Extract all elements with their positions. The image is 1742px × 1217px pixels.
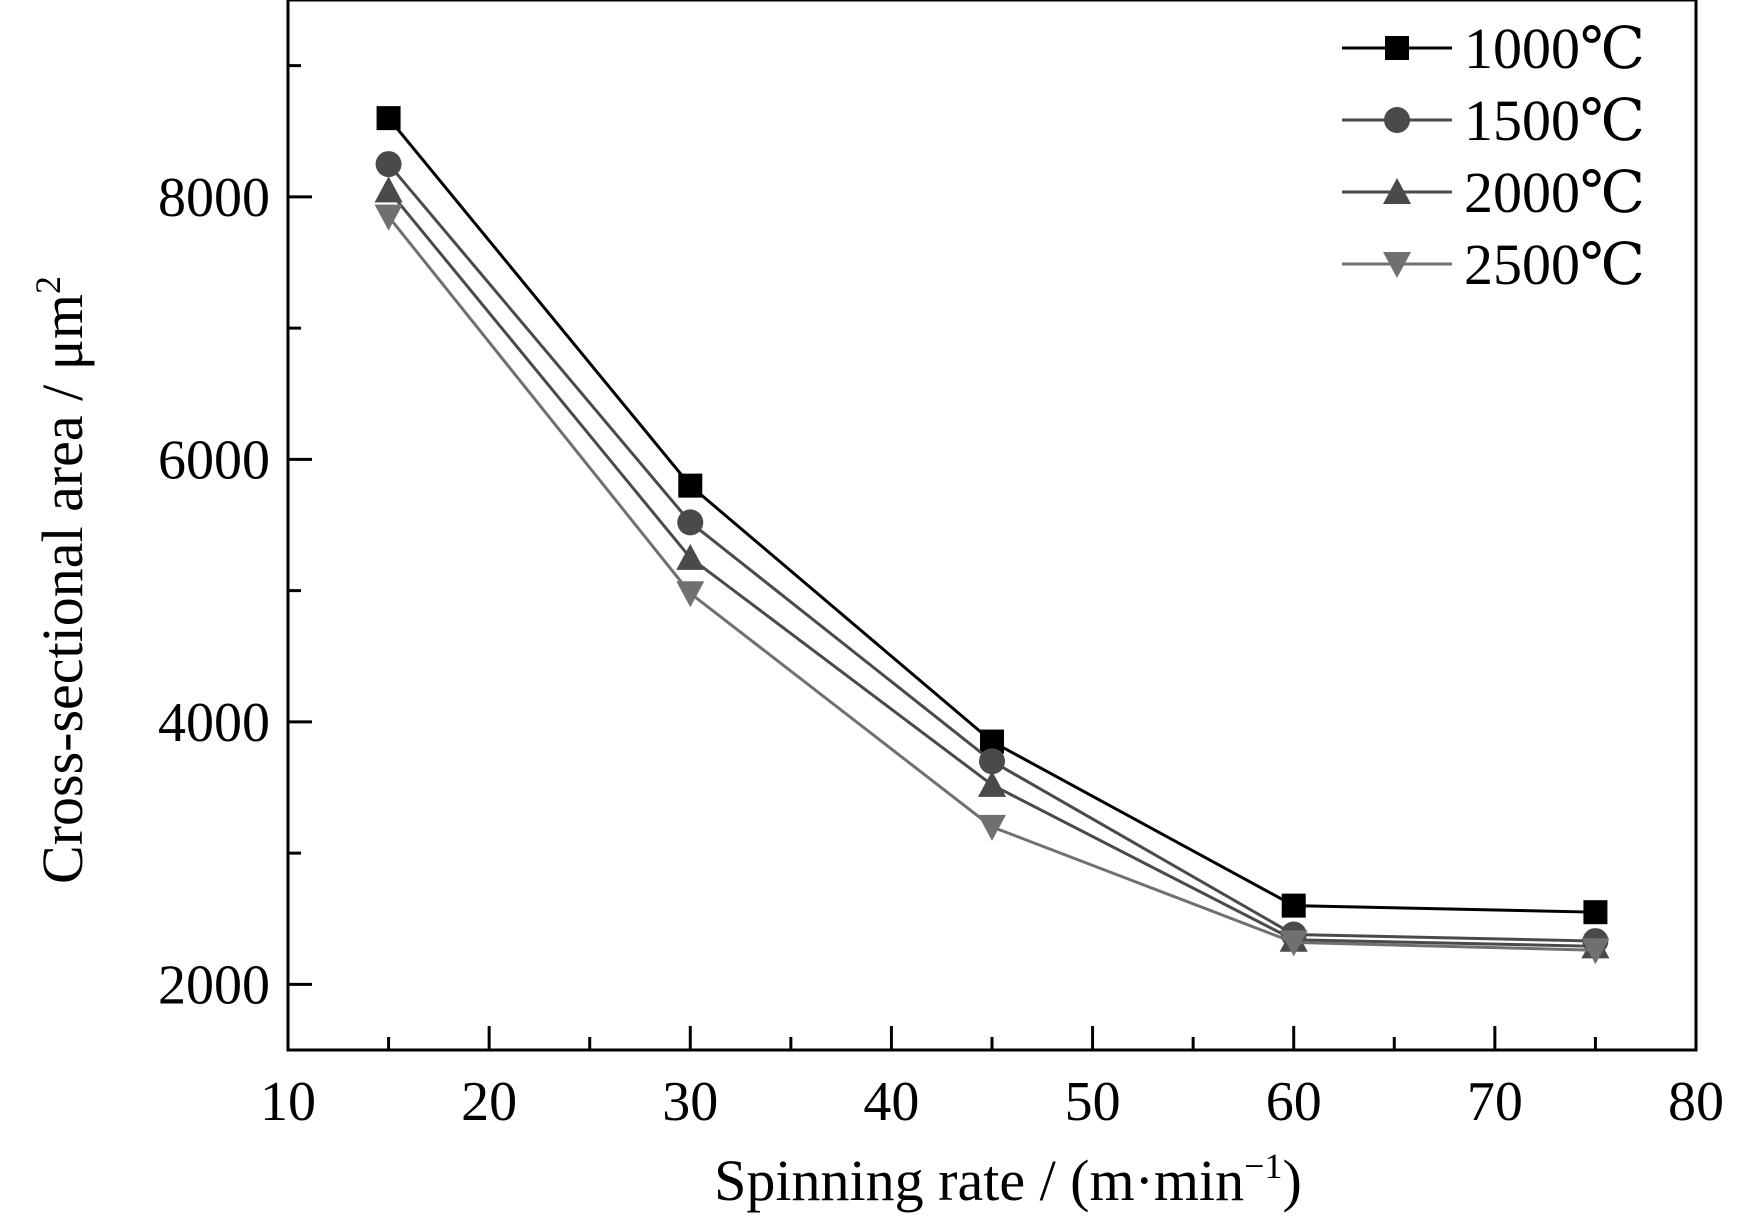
data-point	[1279, 930, 1308, 957]
x-axis-title-superscript: −1	[1244, 1146, 1282, 1186]
axis-ticks: 10 20 30 40 50 60 70 80 2000 4000 6000 8000	[158, 64, 1724, 1133]
x-tick-label: 20	[461, 1071, 517, 1133]
x-tick-label: 40	[863, 1071, 919, 1133]
x-tick-label: 60	[1266, 1071, 1322, 1133]
legend-marker	[1384, 107, 1410, 133]
legend-marker	[1383, 252, 1411, 278]
data-point	[374, 204, 403, 231]
data-point	[1583, 900, 1608, 925]
legend: 1000℃ 1500℃ 2000℃ 2500℃	[1342, 16, 1645, 297]
y-tick-label: 4000	[158, 692, 270, 754]
data-point	[678, 473, 703, 498]
legend-label: 2500℃	[1464, 232, 1645, 297]
y-tick-label: 2000	[158, 954, 270, 1016]
data-point	[1281, 893, 1306, 918]
x-tick-label: 80	[1668, 1071, 1724, 1133]
data-point	[375, 151, 402, 178]
x-tick-label: 70	[1467, 1071, 1523, 1133]
y-tick-label: 6000	[158, 429, 270, 491]
data-point	[676, 543, 705, 570]
data-point	[1581, 938, 1610, 965]
series-3	[374, 204, 1610, 965]
legend-marker	[1385, 36, 1409, 60]
legend-item: 1000℃	[1342, 16, 1645, 81]
legend-label: 1500℃	[1464, 88, 1645, 153]
series-1	[375, 151, 1609, 955]
series-layer	[374, 106, 1610, 965]
y-tick-label: 8000	[158, 167, 270, 229]
data-point	[676, 581, 705, 608]
legend-item: 2500℃	[1342, 232, 1645, 297]
x-tick-label: 50	[1065, 1071, 1121, 1133]
legend-label: 1000℃	[1464, 16, 1645, 81]
series-0	[376, 106, 1608, 925]
data-point	[978, 814, 1006, 841]
plot-frame	[286, 0, 1698, 1052]
y-axis-title: Cross-sectional area / μm2	[28, 276, 95, 884]
x-axis-title: Spinning rate / (m·min−1)	[714, 1146, 1302, 1213]
legend-item: 2000℃	[1342, 160, 1645, 225]
data-point	[979, 748, 1005, 775]
x-axis-title-close-paren: )	[1282, 1148, 1301, 1213]
x-tick-label: 30	[662, 1071, 718, 1133]
legend-item: 1500℃	[1342, 88, 1645, 153]
legend-marker	[1383, 178, 1411, 204]
legend-label: 2000℃	[1464, 160, 1645, 225]
data-point	[374, 176, 403, 203]
series-2	[374, 176, 1610, 959]
data-point	[376, 106, 401, 131]
x-tick-label: 10	[260, 1071, 316, 1133]
y-axis-title-superscript: 2	[28, 276, 68, 294]
data-point	[978, 770, 1006, 797]
data-point	[677, 509, 704, 536]
